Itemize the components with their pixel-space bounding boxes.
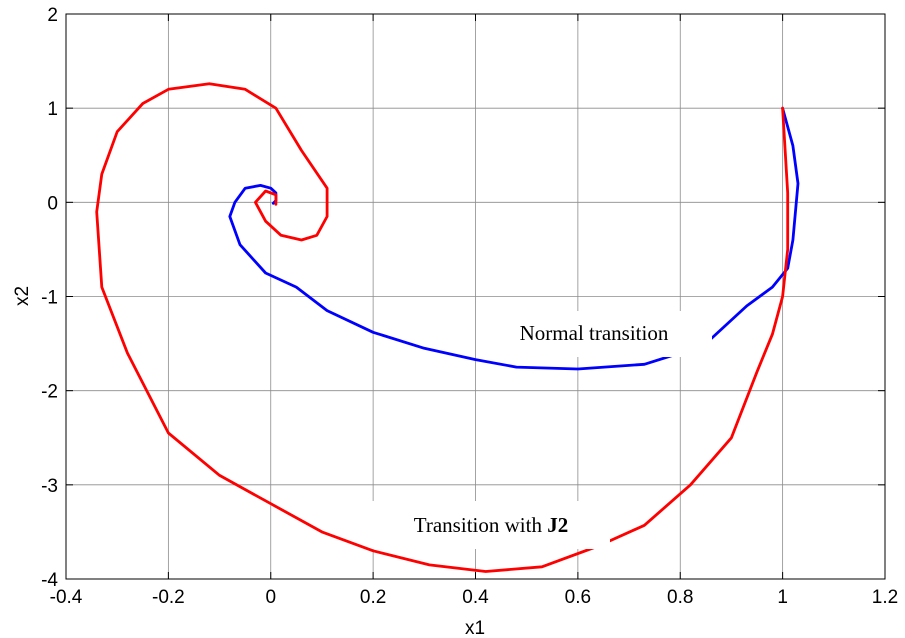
x-tick-label: 1.2	[872, 587, 898, 608]
annotation-j2-text: Transition with J2	[414, 513, 568, 537]
y-tick-label: 2	[47, 5, 58, 26]
tick-labels: -0.4 -0.2 0 0.2 0.4 0.6 0.8 1 1.2 2 1 0 -1 -2 -3 -4	[41, 5, 898, 608]
x-tick-label: 0.2	[360, 587, 386, 608]
y-tick-label: -4	[41, 570, 58, 591]
annotation-j2-background	[372, 501, 610, 549]
annotation-j2-prefix: Transition with	[414, 513, 547, 537]
x-tick-label: 0.8	[667, 587, 693, 608]
y-tick-label: -3	[41, 476, 58, 497]
annotation-normal-transition: Normal transition	[476, 311, 712, 357]
axis-ticks	[65, 13, 886, 580]
annotation-j2-transition: Transition with J2	[372, 501, 610, 549]
y-axis-label: x2	[12, 286, 33, 306]
y-tick-label: -1	[41, 288, 58, 309]
series-line-blue	[228, 106, 800, 371]
x-tick-label: 1	[777, 587, 788, 608]
x-tick-label: 0	[265, 587, 276, 608]
annotation-j2-bold: J2	[547, 513, 568, 537]
x-tick-label: 0.4	[462, 587, 489, 608]
y-tick-label: 0	[47, 193, 58, 214]
series-group	[95, 82, 800, 573]
annotation-normal-text: Normal transition	[520, 321, 669, 345]
x-axis-label: x1	[465, 618, 485, 638]
y-tick-label: 1	[47, 99, 58, 120]
y-tick-label: -2	[41, 382, 58, 403]
x-tick-label: -0.4	[50, 587, 83, 608]
x-tick-label: 0.6	[565, 587, 591, 608]
series-line-red	[95, 82, 790, 573]
annotation-normal-background	[476, 311, 712, 357]
x-tick-label: -0.2	[152, 587, 185, 608]
